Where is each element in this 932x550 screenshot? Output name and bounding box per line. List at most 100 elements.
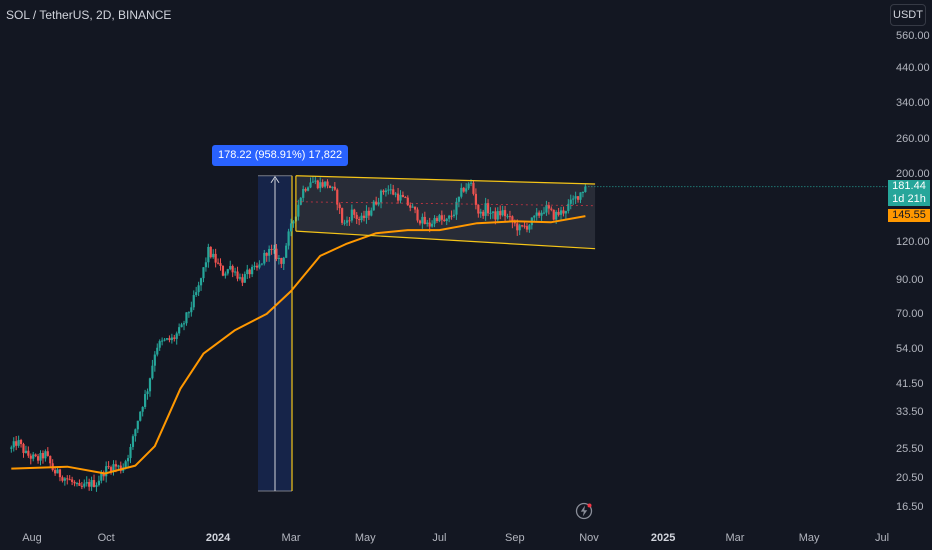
candle-body xyxy=(486,203,490,214)
candle-body xyxy=(319,182,322,189)
candle-body xyxy=(574,196,577,199)
candle-body xyxy=(248,269,251,275)
candle-body xyxy=(331,186,334,188)
candle-body xyxy=(71,479,74,482)
candle-body xyxy=(401,194,405,198)
candle-body xyxy=(338,204,341,209)
candle-body xyxy=(477,204,480,214)
candle-body xyxy=(270,248,273,250)
candle-body xyxy=(97,480,100,486)
candle-body xyxy=(396,193,400,201)
candle-body xyxy=(521,225,524,227)
candle-body xyxy=(83,483,86,487)
candle-body xyxy=(34,454,37,457)
candle-body xyxy=(297,204,300,217)
candle-body xyxy=(36,456,40,461)
candle-body xyxy=(501,210,504,216)
measure-arrow-head xyxy=(270,175,280,184)
candle-body xyxy=(552,209,555,220)
candle-body xyxy=(22,444,25,453)
candle-body xyxy=(112,464,115,472)
candle-body xyxy=(411,206,414,208)
candle-body xyxy=(236,271,239,279)
candle-body xyxy=(557,211,560,215)
candle-body xyxy=(75,483,79,485)
candle-body xyxy=(58,469,62,478)
candle-body xyxy=(107,466,110,468)
candle-body xyxy=(423,216,426,224)
candle-body xyxy=(61,477,64,481)
candle-body xyxy=(299,197,302,205)
countdown-value: 1d 21h xyxy=(892,192,926,205)
candle-body xyxy=(151,365,154,379)
candle-body xyxy=(54,470,57,474)
candle-body xyxy=(379,190,383,203)
candle-body xyxy=(207,246,210,263)
candle-body xyxy=(440,215,443,220)
price-tick-label: 20.50 xyxy=(896,471,924,484)
candle-body xyxy=(292,221,295,224)
candle-body xyxy=(555,211,558,220)
candle-body xyxy=(341,208,344,223)
moving-average-line[interactable] xyxy=(11,215,586,475)
symbol-title: SOL / TetherUS, 2D, BINANCE xyxy=(6,8,172,22)
candle-body xyxy=(581,192,585,194)
candle-body xyxy=(528,225,531,230)
candle-body xyxy=(78,483,81,486)
candle-body xyxy=(392,189,395,195)
candle-body xyxy=(413,206,417,210)
price-tick-label: 41.50 xyxy=(896,377,924,390)
candle-body xyxy=(448,215,451,219)
candle-body xyxy=(229,266,232,270)
candle-body xyxy=(260,263,263,265)
candle-body xyxy=(73,481,76,484)
candle-body xyxy=(445,218,448,221)
candle-body xyxy=(499,211,502,216)
candle-body xyxy=(421,216,424,224)
candle-body xyxy=(550,208,553,210)
candle-body xyxy=(243,274,246,283)
channel-lower-line[interactable] xyxy=(295,230,596,250)
candle-body xyxy=(540,212,543,216)
candle-body xyxy=(355,214,358,220)
time-tick-label: Sep xyxy=(505,532,525,544)
time-tick-label: Jul xyxy=(874,532,890,544)
candle-body xyxy=(139,411,142,421)
candle-body xyxy=(416,209,419,221)
candle-body xyxy=(24,450,28,453)
candle-body xyxy=(199,278,203,286)
candle-body xyxy=(358,219,361,221)
candle-body xyxy=(533,215,536,218)
lightning-icon[interactable] xyxy=(575,502,593,520)
candle-body xyxy=(92,480,96,487)
candle-body xyxy=(202,267,205,279)
candle-body xyxy=(109,467,113,472)
channel-upper-line[interactable] xyxy=(295,175,596,185)
candle-body xyxy=(88,482,91,487)
price-tick-label: 120.00 xyxy=(896,235,930,248)
candle-body xyxy=(39,453,42,461)
time-tick-label: Mar xyxy=(725,532,745,544)
candle-body xyxy=(372,201,375,211)
candle-body xyxy=(190,307,193,313)
candle-body xyxy=(494,211,497,220)
measure-label[interactable]: 178.22 (958.91%) 17,822 xyxy=(212,145,349,166)
price-tick-label: 200.00 xyxy=(896,167,930,180)
candle-body xyxy=(124,461,127,468)
candle-body xyxy=(126,458,130,462)
candle-body xyxy=(187,312,190,314)
candle-body xyxy=(226,269,229,274)
candle-body xyxy=(173,337,176,339)
candle-body xyxy=(333,186,336,190)
candle-body xyxy=(131,436,135,447)
currency-button[interactable]: USDT xyxy=(890,4,926,26)
candle-body xyxy=(117,465,120,467)
candle-body xyxy=(119,465,122,471)
candle-body xyxy=(404,197,407,199)
candle-body xyxy=(268,248,271,256)
candle-body xyxy=(285,245,288,258)
candle-body xyxy=(32,454,35,459)
candle-body xyxy=(129,446,132,459)
candle-body xyxy=(233,271,237,273)
